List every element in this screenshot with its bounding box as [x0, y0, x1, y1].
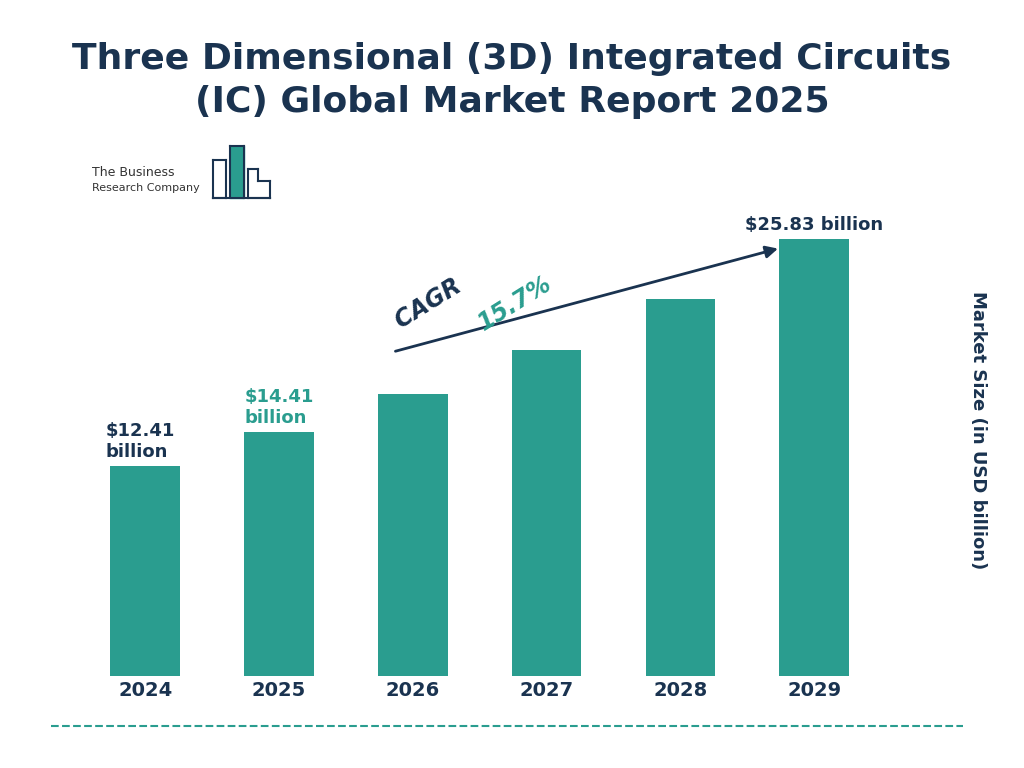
Text: The Business: The Business	[92, 167, 175, 179]
Text: Market Size (in USD billion): Market Size (in USD billion)	[969, 291, 987, 569]
Bar	[645, 299, 715, 676]
Text: Research Company: Research Company	[92, 183, 200, 194]
Text: Three Dimensional (3D) Integrated Circuits
(IC) Global Market Report 2025: Three Dimensional (3D) Integrated Circui…	[73, 42, 951, 119]
Text: $25.83 billion: $25.83 billion	[745, 217, 884, 234]
Bar	[779, 240, 849, 676]
Text: $12.41
billion: $12.41 billion	[105, 422, 174, 461]
Text: CAGR: CAGR	[391, 270, 473, 333]
Bar	[111, 466, 180, 676]
Bar	[512, 350, 582, 676]
Text: $14.41
billion: $14.41 billion	[245, 389, 313, 427]
Bar	[378, 394, 447, 676]
Bar	[245, 432, 313, 676]
Text: 15.7%: 15.7%	[474, 272, 557, 336]
